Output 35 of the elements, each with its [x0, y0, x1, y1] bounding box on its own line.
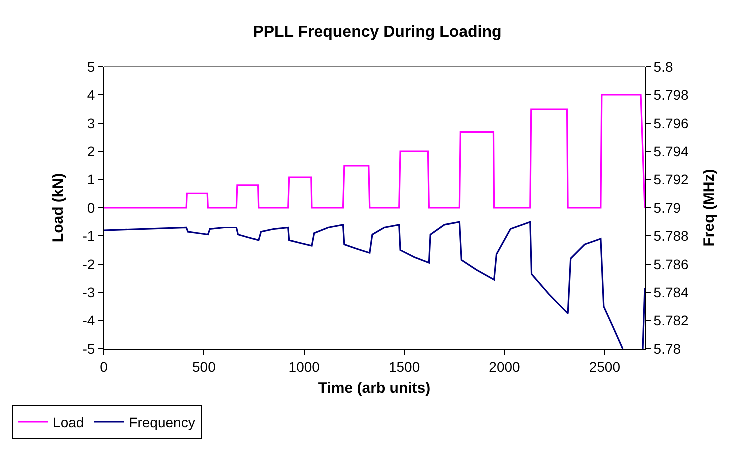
y2-tick-label: 5.78	[654, 340, 682, 357]
y-tick-label: 0	[87, 200, 96, 216]
line-series	[104, 94, 645, 209]
x-tick-label: 1500	[388, 358, 420, 375]
y2-tick-label: 5.798	[654, 87, 690, 104]
y2-tick-label: 5.786	[654, 256, 690, 272]
x-tick-label: 2000	[489, 358, 521, 375]
x-axis-title: Time (arb units)	[318, 380, 431, 397]
y-tick-label: 3	[87, 115, 96, 132]
y-tick-label: -4	[82, 312, 96, 329]
y2-tick-label: 5.788	[654, 228, 690, 244]
y-tick-label: -5	[82, 340, 96, 357]
y2-tick-label: 5.782	[654, 312, 690, 329]
y-tick-label: 5	[87, 58, 96, 75]
y-axis-title: Load (kN)	[50, 173, 67, 243]
y-tick-label: -1	[82, 228, 96, 244]
y-tick-label: -3	[82, 284, 96, 300]
y-tick-label: 4	[87, 87, 96, 104]
x-tick-label: 1000	[288, 358, 320, 375]
x-tick-label: 2500	[589, 358, 621, 375]
y2-tick-label: 5.79	[654, 200, 682, 216]
y2-tick-label: 5.794	[654, 144, 690, 160]
y2-axis-title: Freq (MHz)	[701, 169, 718, 247]
y2-tick-label: 5.792	[654, 172, 690, 188]
x-tick-label: 0	[100, 358, 108, 375]
y2-tick-label: 5.784	[654, 284, 690, 300]
y-tick-label: -2	[82, 256, 96, 272]
y-tick-label: 1	[87, 172, 96, 188]
legend-label: Frequency	[129, 414, 196, 430]
x-tick-label: 500	[192, 358, 216, 375]
y2-tick-label: 5.796	[654, 115, 690, 132]
y-tick-label: 2	[87, 144, 96, 160]
legend-label: Load	[53, 414, 84, 430]
y2-tick-label: 5.8	[654, 58, 674, 75]
chart-title: PPLL Frequency During Loading	[253, 24, 502, 42]
